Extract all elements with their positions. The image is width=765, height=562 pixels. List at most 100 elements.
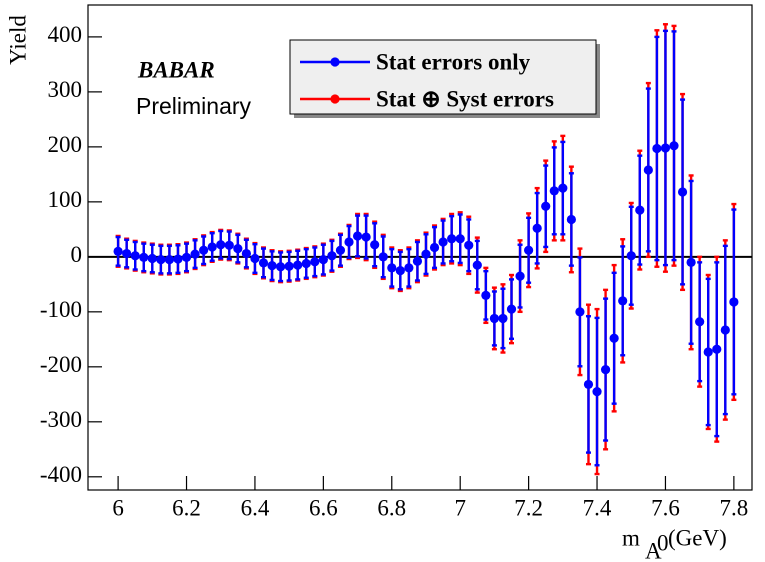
y-tick-label: -200 [40,352,82,377]
y-tick-label: 400 [48,22,83,47]
data-point [361,232,371,242]
data-point [147,253,157,264]
data-point [327,251,337,261]
data-point [387,263,397,273]
data-point [635,205,645,215]
data-point [695,317,705,327]
data-point [181,252,192,262]
data-point [301,258,311,269]
x-tick-label: 7.8 [719,495,748,520]
data-point [164,254,175,265]
data-point [472,260,482,270]
data-point [199,245,209,255]
y-axis-label: Yield [5,15,30,65]
data-point [267,261,277,271]
data-point [729,297,739,307]
x-label-unit: (GeV) [668,525,727,550]
subtitle: Preliminary [136,93,252,119]
data-point [284,261,294,271]
data-point [258,258,269,268]
data-point [660,143,671,153]
logo: BABAR [137,57,215,82]
data-point [250,253,260,264]
data-point [498,313,508,324]
data-point [241,248,251,259]
data-point [583,379,594,390]
data-point [609,333,619,343]
y-tick-label: 300 [48,77,83,102]
y-tick-label: -400 [40,462,82,487]
data-point [515,271,525,281]
data-point [395,265,405,276]
data-point [618,296,628,306]
data-point [541,201,551,211]
data-point [139,252,149,262]
data-point [224,240,234,250]
data-point [318,254,328,265]
legend-marker [330,94,340,104]
data-point [190,249,200,259]
data-point [370,240,380,250]
data-point [524,245,534,255]
data-point [233,243,243,254]
data-point [113,246,123,256]
data-point [438,237,448,247]
data-point [293,260,303,270]
data-point [652,143,662,154]
data-point [626,251,636,261]
x-label-sub: A [645,538,662,562]
data-point [404,263,414,273]
y-tick-label: 0 [71,242,83,267]
plot-frame [87,4,753,491]
data-point [352,231,363,241]
data-point [156,254,166,265]
data-point [566,214,576,225]
data-point [703,347,713,357]
data-point [344,237,354,247]
x-tick-label: 6.8 [377,495,406,520]
x-axis-label: m A 0 (GeV) [622,525,727,562]
data-point [575,307,585,317]
data-point [643,165,653,175]
x-tick-label: 7 [454,495,466,520]
x-tick-label: 7.4 [583,495,612,520]
data-point [464,240,474,250]
data-point [481,290,491,300]
x-tick-label: 6.4 [241,495,270,520]
x-tick-label: 6.2 [172,495,201,520]
x-tick-label: 6 [112,495,124,520]
legend-marker [330,57,340,67]
data-point [216,240,226,250]
data-point [275,262,286,272]
data-point [310,257,320,267]
data-point [207,242,217,252]
x-tick-label: 7.6 [651,495,680,520]
data-point [558,183,568,193]
legend-label: Stat errors only [376,49,531,74]
legend-label: Stat ⊕ Syst errors [376,86,554,111]
data-point [549,186,559,196]
legend-box [289,39,597,115]
x-label-sup: 0 [657,530,669,555]
data-point [532,223,542,233]
x-tick-label: 6.6 [309,495,338,520]
data-point [122,248,132,259]
data-point [173,254,183,264]
data-point [506,304,517,314]
data-point [335,245,346,255]
y-tick-label: -100 [40,297,82,322]
data-point [592,386,602,397]
data-point [447,234,457,244]
x-tick-label: 7.2 [514,495,543,520]
data-point [429,242,440,253]
data-point [720,325,730,335]
data-point [455,234,465,244]
data-point [421,249,431,259]
data-point [412,256,423,266]
data-point [378,252,388,262]
data-point [686,257,696,267]
x-label-main: m [622,525,640,550]
y-tick-label: 100 [48,187,83,212]
data-point [600,364,611,375]
